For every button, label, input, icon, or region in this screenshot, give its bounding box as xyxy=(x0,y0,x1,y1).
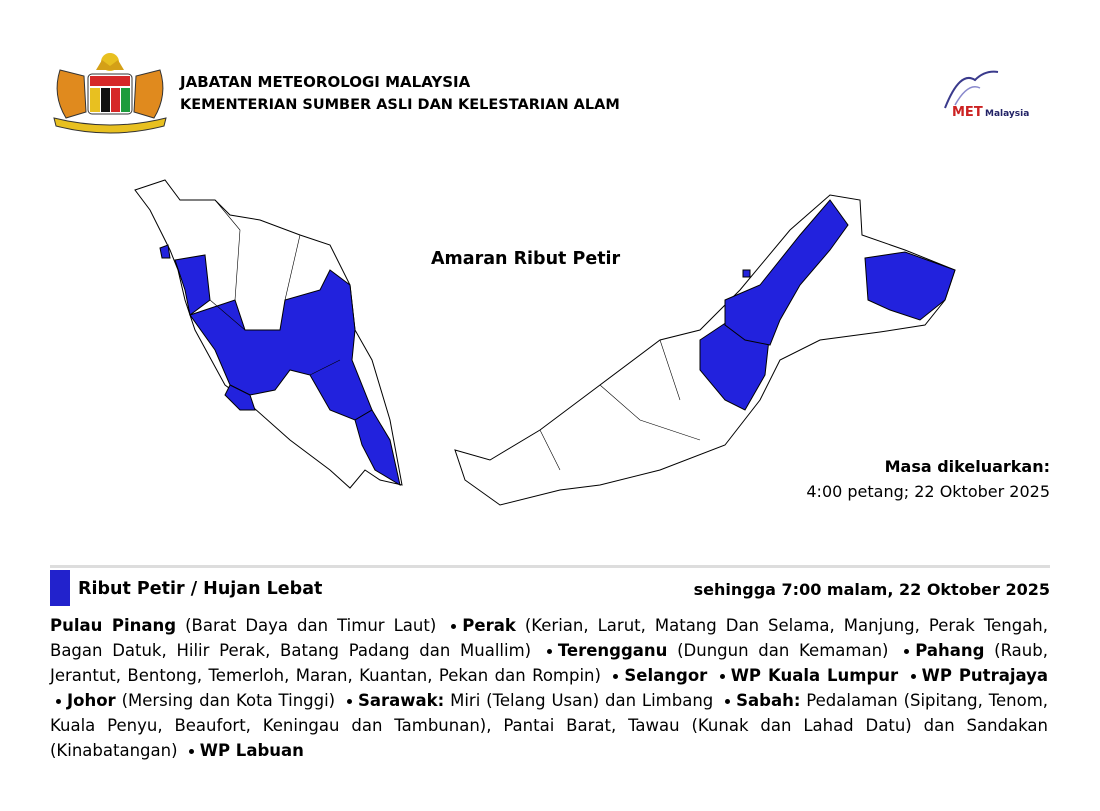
separator xyxy=(719,674,725,679)
ministry-name: KEMENTERIAN SUMBER ASLI DAN KELESTARIAN … xyxy=(180,97,620,113)
map-title: Amaran Ribut Petir xyxy=(431,249,621,269)
separator xyxy=(725,699,731,704)
met-logo: MET Malaysia xyxy=(944,70,1029,120)
map-peninsula xyxy=(134,179,403,489)
separator xyxy=(346,699,352,704)
separator xyxy=(910,674,916,679)
warning-until: sehingga 7:00 malam, 22 Oktober 2025 xyxy=(693,580,1050,599)
area-state: Pahang xyxy=(915,641,985,660)
area-state: WP Labuan xyxy=(199,741,304,760)
area-detail: (Mersing dan Kota Tinggi) xyxy=(121,691,336,710)
separator xyxy=(56,699,61,704)
area-state: Terengganu xyxy=(557,641,668,660)
warning-title: Ribut Petir / Hujan Lebat xyxy=(78,579,323,599)
area-state: WP Putrajaya xyxy=(921,666,1049,685)
area-state: Johor xyxy=(67,691,116,710)
warning-color-bar xyxy=(50,570,70,606)
area-detail: (Dungun dan Kemaman) xyxy=(677,641,889,660)
separator xyxy=(451,624,457,629)
graphics: MET Malaysia xyxy=(53,53,1029,506)
area-state: Sarawak: xyxy=(357,691,445,710)
area-detail: (Barat Daya dan Timur Laut) xyxy=(185,616,437,635)
crest xyxy=(53,53,167,134)
area-detail: (Raub, Jerantut, Bentong, Temerloh, Mara… xyxy=(50,641,1048,685)
warning-areas: Pulau Pinang (Barat Daya dan Timur Laut)… xyxy=(50,613,1048,763)
area-detail: Pedalaman (Sipitang, Tenom, Kuala Penyu,… xyxy=(50,691,1049,760)
issued-time: 4:00 petang; 22 Oktober 2025 xyxy=(806,482,1050,501)
agency-name: JABATAN METEOROLOGI MALAYSIA xyxy=(180,73,471,91)
area-state: WP Kuala Lumpur xyxy=(730,666,899,685)
area-detail: Miri (Telang Usan) dan Limbang xyxy=(450,691,714,710)
separator xyxy=(904,649,910,654)
map-borneo xyxy=(454,194,956,506)
separator xyxy=(546,649,552,654)
area-state: Selangor xyxy=(624,666,708,685)
area-state: Sabah: xyxy=(736,691,801,710)
issued-label: Masa dikeluarkan: xyxy=(884,457,1050,476)
logo-main: MET xyxy=(952,105,983,120)
logo-sub: Malaysia xyxy=(985,109,1029,119)
separator xyxy=(613,674,619,679)
area-detail: (Kerian, Larut, Matang Dan Selama, Manju… xyxy=(50,616,1048,660)
area-state: Perak xyxy=(462,616,516,635)
separator xyxy=(188,749,194,754)
area-state: Pulau Pinang xyxy=(50,616,177,635)
divider xyxy=(50,565,1050,568)
